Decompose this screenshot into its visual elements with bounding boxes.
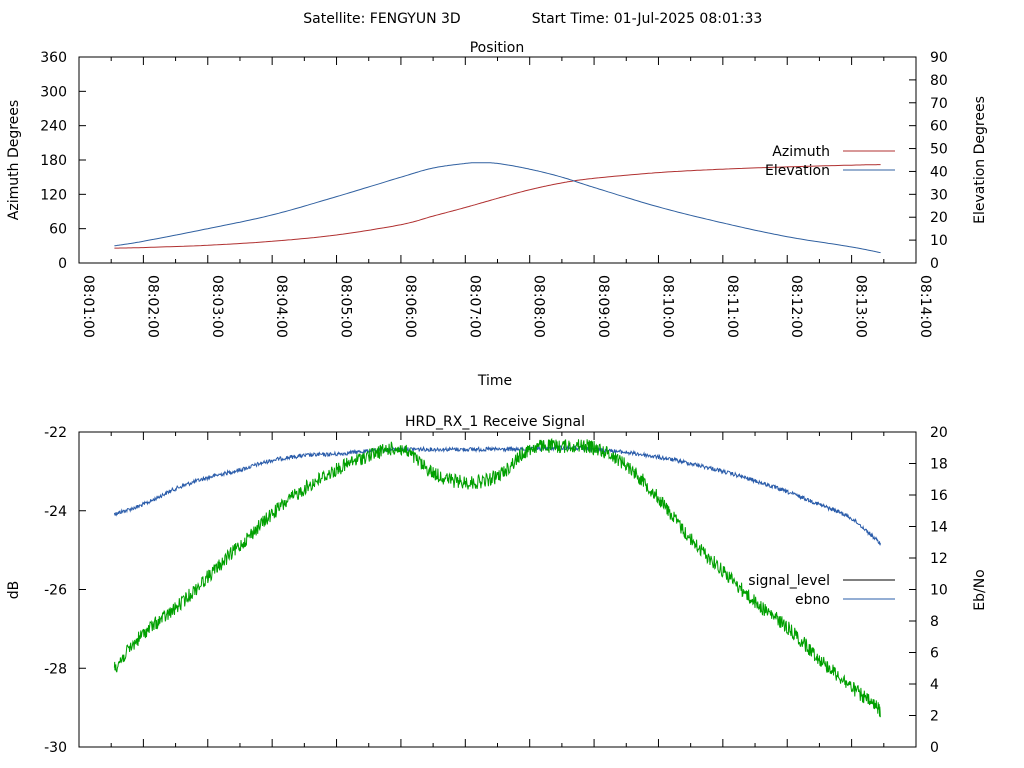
y-axis-tick-label: -24: [44, 504, 67, 520]
y2-axis-tick-label: 20: [930, 210, 948, 226]
y-axis-tick-label: 240: [40, 119, 67, 135]
y2-axis-tick-label: 80: [930, 73, 948, 89]
y-axis-tick-label: -26: [44, 583, 67, 599]
x-axis-tick-label: 08:14:00: [917, 275, 933, 338]
x-axis-tick-label: 08:06:00: [402, 275, 418, 338]
x-axis-tick-label: 08:09:00: [595, 275, 611, 338]
receive-signal-chart: HRD_RX_1 Receive Signal dB Eb/No -30 -28 -…: [6, 414, 988, 756]
y2-axis-tick-label: 90: [930, 50, 948, 66]
legend-label: signal_level: [748, 573, 830, 589]
y2-axis-tick-label: 0: [930, 256, 939, 272]
y2-axis-tick-label: 50: [930, 142, 948, 158]
x-axis-tick-label: 08:03:00: [209, 275, 225, 338]
y-axis-tick-label: 180: [40, 153, 67, 169]
x-axis-tick-label: 08:08:00: [531, 275, 547, 338]
y2-axis-tick-label: 4: [930, 677, 939, 693]
series-line-signal: [113, 437, 881, 718]
y-axis-tick-label: 300: [40, 84, 67, 100]
y2-axis-tick-label: 8: [930, 614, 939, 630]
x-axis-tick-label: 08:12:00: [788, 275, 804, 338]
x-axis-tick-label: 08:01:00: [80, 275, 96, 338]
signal-y2-axis-label: Eb/No: [972, 569, 988, 611]
y2-axis-tick-label: 2: [930, 709, 939, 725]
legend-label: Azimuth: [772, 144, 830, 160]
position-chart: Position Time Azimuth Degrees Elevation …: [6, 40, 988, 389]
y2-axis-tick-label: 20: [930, 425, 948, 441]
position-chart-title: Position: [470, 40, 525, 56]
satellite-label: Satellite: FENGYUN 3D: [303, 11, 460, 27]
y2-axis-tick-label: 40: [930, 164, 948, 180]
position-y-axis-label: Azimuth Degrees: [6, 100, 22, 220]
x-axis-tick-label: 08:07:00: [466, 275, 482, 338]
position-plot-frame: [78, 56, 917, 264]
y-axis-tick-label: 360: [40, 50, 67, 66]
x-axis-tick-label: 08:02:00: [144, 275, 160, 338]
y2-axis-tick-label: 30: [930, 187, 948, 203]
y2-axis-tick-label: 10: [930, 233, 948, 249]
position-x-axis-label: Time: [477, 373, 512, 389]
x-axis-tick-label: 08:04:00: [273, 275, 289, 338]
signal-y-axis-label: dB: [6, 581, 22, 600]
series-line-Elevation: [114, 162, 881, 254]
y2-axis-tick-label: 14: [930, 520, 948, 536]
y2-axis-tick-label: 60: [930, 119, 948, 135]
y2-axis-tick-label: 18: [930, 457, 948, 473]
y2-axis-tick-label: 10: [930, 583, 948, 599]
x-axis-tick-label: 08:05:00: [338, 275, 354, 338]
y2-axis-tick-label: 6: [930, 646, 939, 662]
x-axis-tick-label: 08:11:00: [724, 275, 740, 338]
x-axis-tick-label: 08:10:00: [659, 275, 675, 338]
series-line-Azimuth: [114, 164, 881, 249]
y2-axis-tick-label: 70: [930, 96, 948, 112]
y2-axis-tick-label: 12: [930, 551, 948, 567]
signal-chart-title: HRD_RX_1 Receive Signal: [405, 414, 585, 430]
legend-label: ebno: [795, 592, 830, 608]
position-y2-axis-label: Elevation Degrees: [972, 96, 988, 224]
legend-label: Elevation: [765, 163, 830, 179]
y-axis-tick-label: 120: [40, 187, 67, 203]
y2-axis-tick-label: 0: [930, 740, 939, 756]
y-axis-tick-label: 0: [58, 256, 67, 272]
series-line-ebno: [113, 444, 881, 546]
start-time-label: Start Time: 01-Jul-2025 08:01:33: [532, 11, 763, 27]
y-axis-tick-label: 60: [49, 222, 67, 238]
y-axis-tick-label: -22: [44, 425, 67, 441]
y2-axis-tick-label: 16: [930, 488, 948, 504]
y-axis-tick-label: -28: [44, 661, 67, 677]
y-axis-tick-label: -30: [44, 740, 67, 756]
x-axis-tick-label: 08:13:00: [853, 275, 869, 338]
